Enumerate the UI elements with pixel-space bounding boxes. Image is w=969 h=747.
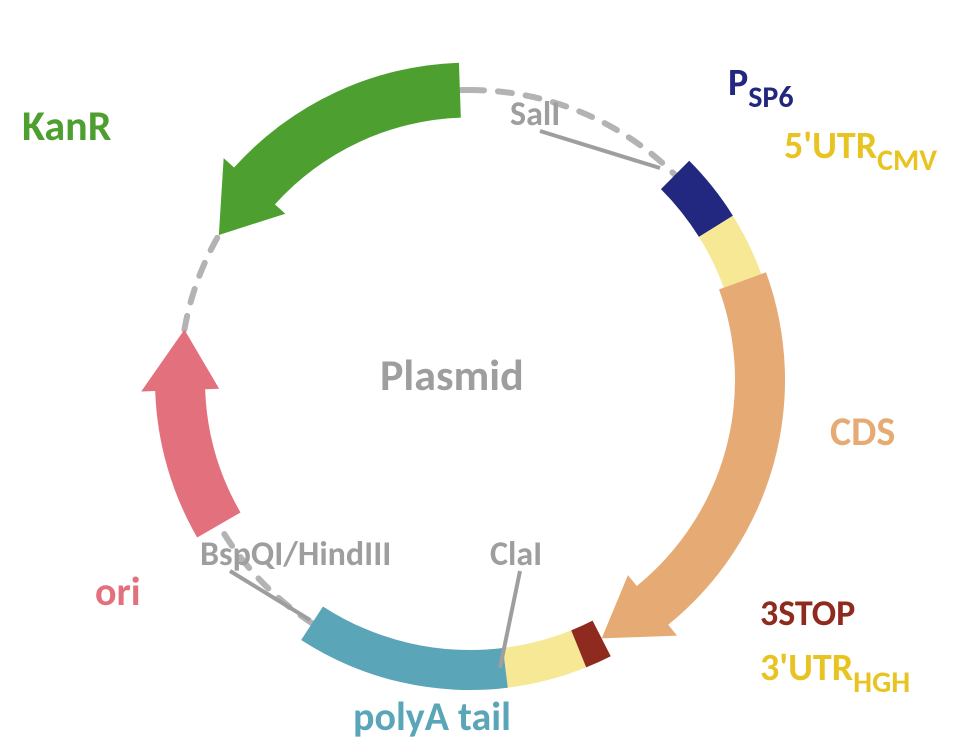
segment-label-sub-utr5: CMV — [877, 142, 937, 179]
segment-label-sub-psp6: SP6 — [748, 79, 793, 116]
plasmid-title: Plasmid — [380, 348, 524, 402]
site-label-clai: ClaI — [490, 534, 542, 575]
site-label-bspqi: BspQI/HindIII — [200, 534, 391, 575]
backbone-gap — [184, 235, 218, 330]
segment-label-sub-utr3: HGH — [853, 664, 910, 701]
segment-label-main-psp6: P — [728, 60, 748, 106]
segment-label-utr5: 5'UTRCMV — [784, 123, 937, 179]
segment-kanr — [219, 63, 461, 235]
segment-label-polya: polyA tail — [353, 692, 511, 741]
segment-label-cds: CDS — [830, 407, 895, 456]
segment-label-main-kanr: KanR — [22, 101, 112, 152]
segment-ori — [141, 330, 240, 538]
segment-cds — [602, 272, 785, 638]
segment-label-main-utr5: 5'UTR — [784, 123, 878, 169]
plasmid-map: SalI ClaI BspQI/HindIII PSP6 5'UTRCMV CDS 3STO… — [0, 0, 969, 747]
site-label-sali: SalI — [510, 94, 560, 135]
segment-label-main-utr3: 3'UTR — [760, 645, 854, 691]
segment-polya — [301, 606, 508, 690]
segment-label-main-polya: polyA tail — [353, 692, 511, 741]
segment-label-main-stop3: 3STOP — [760, 591, 855, 635]
segment-label-main-cds: CDS — [830, 407, 895, 456]
segment-utr3 — [503, 630, 586, 687]
segment-label-main-ori: ori — [95, 567, 141, 616]
site-leader-sali — [540, 131, 660, 168]
segment-label-psp6: PSP6 — [728, 60, 794, 116]
site-leader-bspqi — [230, 571, 310, 620]
segment-label-ori: ori — [95, 567, 141, 616]
segment-label-kanr: KanR — [22, 101, 112, 152]
segment-label-utr3: 3'UTRHGH — [760, 645, 910, 701]
segment-label-stop3: 3STOP — [760, 591, 855, 635]
